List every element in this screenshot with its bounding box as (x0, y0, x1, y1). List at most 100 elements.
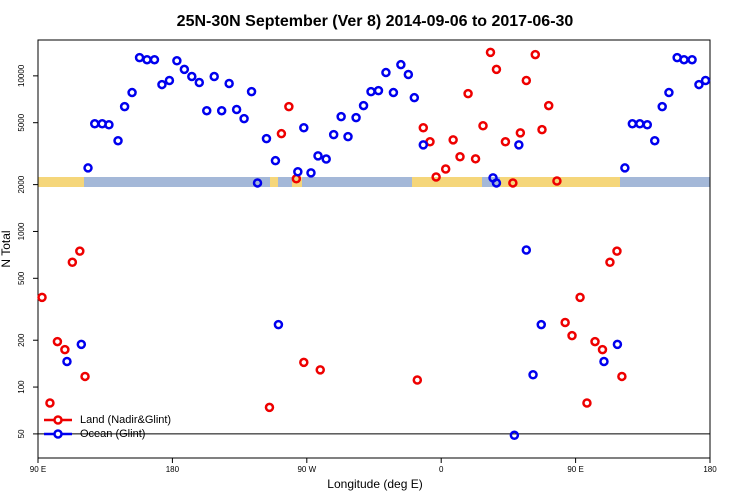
point (224, 78, 234, 89)
point (642, 120, 653, 130)
point (412, 375, 423, 385)
point (239, 113, 249, 124)
point (500, 137, 511, 147)
point (664, 87, 674, 98)
point (700, 75, 711, 86)
point (284, 101, 294, 112)
point (343, 131, 353, 142)
point (560, 317, 570, 328)
point (617, 371, 627, 382)
point (605, 257, 615, 268)
point (45, 398, 55, 408)
point (455, 152, 465, 162)
x-tick-label: 180 (703, 465, 717, 474)
point (157, 79, 167, 90)
point (567, 330, 577, 341)
y-tick-label: 5000 (17, 113, 26, 131)
point (149, 54, 160, 65)
point (358, 100, 369, 111)
y-tick-label: 10000 (17, 64, 26, 87)
point (509, 430, 520, 441)
point (179, 64, 190, 75)
point (194, 77, 205, 88)
plot-frame (37, 39, 711, 459)
point (543, 100, 554, 111)
point (470, 154, 481, 164)
legend-label: Land (Nadir&Glint) (80, 414, 171, 426)
point (687, 54, 697, 65)
point (119, 101, 130, 112)
y-tick-label: 50 (17, 429, 26, 438)
point (313, 151, 323, 161)
point (536, 319, 547, 330)
point (252, 178, 263, 188)
point (231, 104, 242, 115)
point (37, 292, 47, 303)
point (388, 87, 399, 98)
point (113, 135, 123, 146)
point (521, 75, 532, 86)
point (89, 119, 100, 129)
x-tick-label: 90 W (297, 465, 316, 474)
point (478, 120, 488, 131)
point (508, 178, 518, 188)
point (612, 339, 623, 350)
y-tick-label: 2000 (17, 175, 26, 193)
point (328, 129, 339, 140)
chart-title: 25N-30N September (Ver 8) 2014-09-06 to … (177, 13, 574, 30)
point (273, 319, 284, 330)
point (142, 54, 152, 65)
point (321, 154, 331, 164)
point (201, 105, 212, 116)
point (209, 71, 219, 82)
point (491, 64, 502, 75)
point (216, 105, 227, 116)
point (418, 140, 429, 150)
point (67, 257, 78, 268)
point (351, 112, 361, 123)
point (293, 166, 303, 177)
point (485, 47, 496, 58)
y-tick-label: 500 (17, 271, 26, 285)
point (299, 357, 309, 368)
point (612, 246, 622, 256)
point (694, 79, 704, 90)
point (373, 85, 384, 96)
point (276, 128, 287, 139)
point (62, 356, 72, 367)
point (60, 344, 70, 355)
point (657, 101, 667, 112)
point (463, 88, 473, 99)
point (418, 122, 429, 133)
point (575, 292, 585, 303)
point (396, 59, 406, 70)
point (76, 339, 87, 350)
point (491, 178, 502, 188)
point (246, 86, 257, 97)
x-tick-label: 180 (166, 465, 180, 474)
point (75, 246, 85, 256)
point (515, 128, 526, 138)
point (270, 155, 281, 166)
point (679, 54, 689, 65)
point (264, 402, 275, 413)
point (336, 111, 346, 122)
point (582, 398, 592, 408)
point (537, 124, 547, 135)
point (597, 344, 608, 355)
x-tick-label: 90 E (30, 465, 46, 474)
point (403, 69, 414, 80)
legend-marker (53, 429, 63, 439)
point (649, 135, 660, 146)
point (306, 168, 316, 178)
point (530, 49, 541, 60)
point (261, 133, 272, 144)
legend-marker (53, 415, 63, 425)
point (104, 120, 114, 130)
x-tick-label: 0 (439, 465, 444, 474)
y-tick-label: 100 (17, 380, 26, 394)
point (127, 87, 137, 98)
point (590, 336, 600, 347)
y-axis-label: N Total (0, 230, 13, 267)
